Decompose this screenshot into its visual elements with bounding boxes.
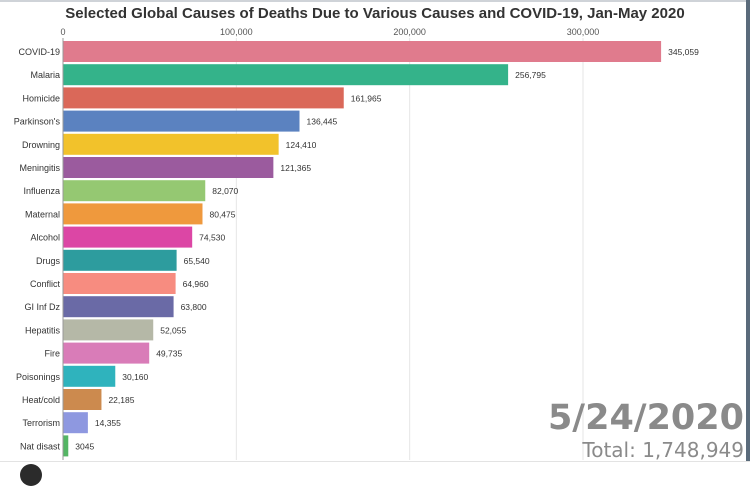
value-label: 345,059 <box>668 47 699 57</box>
x-tick-label: 0 <box>60 27 65 37</box>
category-label: Influenza <box>23 186 60 196</box>
play-button[interactable] <box>20 464 42 486</box>
category-label: Homicide <box>22 93 60 103</box>
bar <box>63 389 102 410</box>
category-label: Drowning <box>22 140 60 150</box>
bar <box>63 365 116 387</box>
category-label: Alcohol <box>30 233 60 243</box>
bar <box>63 110 300 132</box>
bar <box>63 64 509 86</box>
value-label: 64,960 <box>183 279 209 289</box>
category-label: Conflict <box>30 279 61 289</box>
frame-right-border <box>746 0 750 478</box>
category-label: Malaria <box>30 70 60 80</box>
value-label: 14,355 <box>95 418 121 428</box>
category-label: Nat disast <box>20 441 61 451</box>
bar <box>63 296 174 318</box>
category-label: Meningitis <box>19 163 60 173</box>
value-label: 22,185 <box>108 395 134 405</box>
bar <box>63 273 176 294</box>
value-label: 124,410 <box>286 140 317 150</box>
frame-top-border <box>0 0 750 2</box>
category-label: COVID-19 <box>18 47 60 57</box>
category-label: Heat/cold <box>22 395 60 405</box>
bar <box>63 249 177 271</box>
value-label: 121,365 <box>280 163 311 173</box>
bar-chart: 0 100,000 200,000 300,000 COVID-19 345,059 Mal… <box>14 27 699 460</box>
value-label: 63,800 <box>181 302 207 312</box>
bar <box>63 87 344 109</box>
value-label: 3045 <box>75 441 94 451</box>
bar <box>63 41 662 62</box>
category-label: GI Inf Dz <box>24 302 60 312</box>
category-label: Drugs <box>36 256 61 266</box>
value-label: 136,445 <box>307 117 338 127</box>
x-tick-label: 300,000 <box>567 27 600 37</box>
category-label: Fire <box>45 349 61 359</box>
value-label: 161,965 <box>351 93 382 103</box>
category-label: Hepatitis <box>25 325 61 335</box>
bar <box>63 319 154 341</box>
bar <box>63 203 203 225</box>
x-tick-label: 200,000 <box>393 27 426 37</box>
bar <box>63 342 150 364</box>
category-label: Maternal <box>25 209 60 219</box>
value-label: 30,160 <box>122 372 148 382</box>
value-label: 74,530 <box>199 233 225 243</box>
bar <box>63 435 69 457</box>
bar <box>63 412 88 434</box>
player-bar <box>0 461 750 486</box>
bar <box>63 180 206 202</box>
bar <box>63 157 274 178</box>
value-label: 80,475 <box>209 209 235 219</box>
value-label: 82,070 <box>212 186 238 196</box>
value-label: 256,795 <box>515 70 546 80</box>
category-label: Parkinson's <box>14 117 61 127</box>
value-label: 52,055 <box>160 325 186 335</box>
bar <box>63 226 193 248</box>
category-label: Poisonings <box>16 372 61 382</box>
value-label: 49,735 <box>156 349 182 359</box>
chart-title: Selected Global Causes of Deaths Due to … <box>65 5 685 22</box>
date-label: 5/24/2020 <box>547 398 744 438</box>
bar <box>63 133 279 155</box>
category-label: Terrorism <box>23 418 61 428</box>
value-label: 65,540 <box>184 256 210 266</box>
total-label: Total: 1,748,949 <box>582 438 744 462</box>
x-tick-label: 100,000 <box>220 27 253 37</box>
